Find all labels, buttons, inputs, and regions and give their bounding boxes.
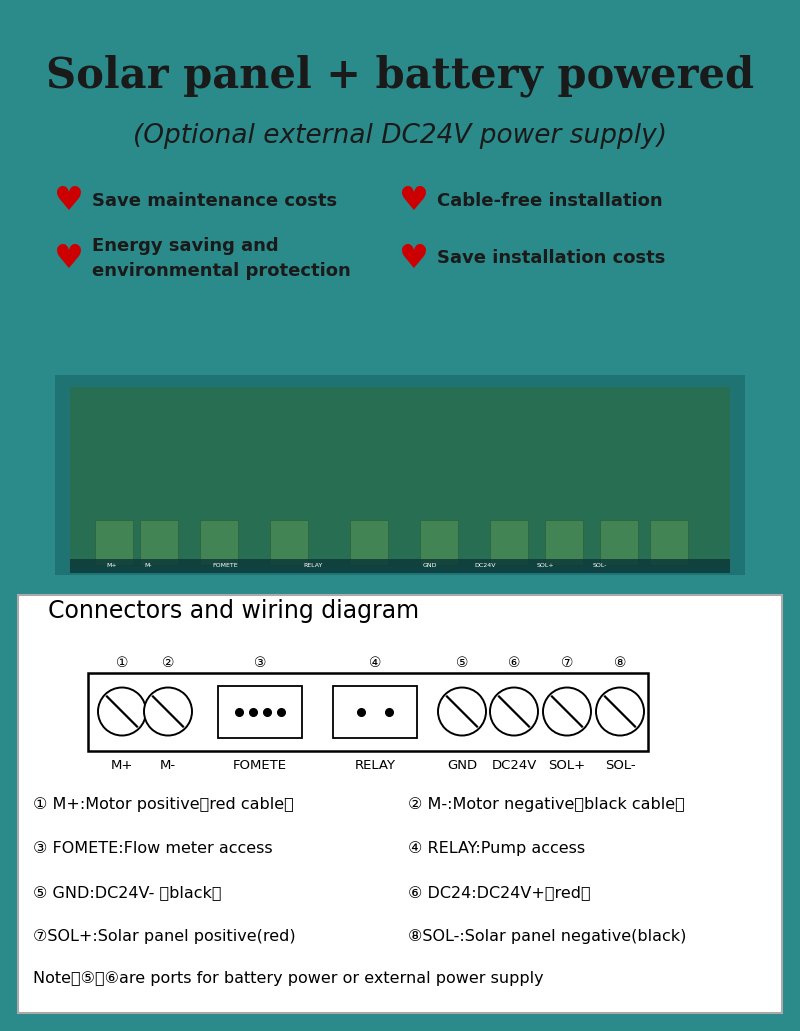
Text: Solar panel + battery powered: Solar panel + battery powered <box>46 55 754 97</box>
Bar <box>490 520 528 565</box>
Bar <box>650 520 688 565</box>
Text: Cable-free installation: Cable-free installation <box>437 192 662 210</box>
Circle shape <box>490 688 538 735</box>
Text: Save installation costs: Save installation costs <box>437 250 666 267</box>
Text: SOL-: SOL- <box>605 759 635 772</box>
Bar <box>545 520 583 565</box>
Circle shape <box>144 688 192 735</box>
Text: ⑦SOL+:Solar panel positive(red): ⑦SOL+:Solar panel positive(red) <box>33 929 296 944</box>
Text: DC24V: DC24V <box>474 563 496 568</box>
Bar <box>350 520 388 565</box>
Text: M-: M- <box>160 759 176 772</box>
Text: M+: M+ <box>111 759 133 772</box>
Text: FOMETE: FOMETE <box>233 759 287 772</box>
Text: ♥: ♥ <box>398 185 428 218</box>
Text: Connectors and wiring diagram: Connectors and wiring diagram <box>48 599 419 623</box>
Circle shape <box>596 688 644 735</box>
Text: GND: GND <box>422 563 438 568</box>
Text: M-: M- <box>144 563 152 568</box>
Text: Save maintenance costs: Save maintenance costs <box>92 192 337 210</box>
Bar <box>140 520 178 565</box>
Circle shape <box>438 688 486 735</box>
Bar <box>95 520 133 565</box>
Text: ⑧: ⑧ <box>614 656 626 669</box>
Text: ③: ③ <box>254 656 266 669</box>
Text: ④: ④ <box>369 656 382 669</box>
Bar <box>420 520 458 565</box>
Text: ⑦: ⑦ <box>561 656 574 669</box>
Text: ♥: ♥ <box>53 241 83 274</box>
Text: SOL-: SOL- <box>593 563 607 568</box>
Text: DC24V: DC24V <box>491 759 537 772</box>
Text: M+: M+ <box>106 563 118 568</box>
Text: ⑤ GND:DC24V- （black）: ⑤ GND:DC24V- （black） <box>33 885 222 900</box>
Circle shape <box>98 688 146 735</box>
Text: RELAY: RELAY <box>354 759 395 772</box>
Text: SOL+: SOL+ <box>549 759 586 772</box>
Text: ③ FOMETE:Flow meter access: ③ FOMETE:Flow meter access <box>33 841 273 856</box>
Text: SOL+: SOL+ <box>536 563 554 568</box>
Text: (Optional external DC24V power supply): (Optional external DC24V power supply) <box>133 123 667 149</box>
Text: GND: GND <box>447 759 477 772</box>
Text: ④ RELAY:Pump access: ④ RELAY:Pump access <box>408 841 585 856</box>
Text: FOMETE: FOMETE <box>212 563 238 568</box>
Bar <box>200 520 238 565</box>
Bar <box>600 520 638 565</box>
Text: ② M-:Motor negative（black cable）: ② M-:Motor negative（black cable） <box>408 797 685 812</box>
Bar <box>18 595 782 1013</box>
Text: ②: ② <box>162 656 174 669</box>
Bar <box>218 686 302 737</box>
Bar <box>70 387 730 566</box>
Text: ♥: ♥ <box>398 241 428 274</box>
Bar <box>55 374 745 574</box>
Text: RELAY: RELAY <box>303 563 322 568</box>
Text: ⑧SOL-:Solar panel negative(black): ⑧SOL-:Solar panel negative(black) <box>408 929 686 944</box>
Text: Note：⑤、⑥are ports for battery power or external power supply: Note：⑤、⑥are ports for battery power or e… <box>33 971 544 986</box>
Text: ① M+:Motor positive（red cable）: ① M+:Motor positive（red cable） <box>33 797 294 812</box>
Text: ①: ① <box>116 656 128 669</box>
Text: Energy saving and: Energy saving and <box>92 237 278 255</box>
Text: ♥: ♥ <box>53 185 83 218</box>
Text: ⑥: ⑥ <box>508 656 520 669</box>
Text: ⑤: ⑤ <box>456 656 468 669</box>
Bar <box>70 559 730 572</box>
Text: environmental protection: environmental protection <box>92 262 350 280</box>
Bar <box>333 686 417 737</box>
Bar <box>88 672 648 751</box>
Circle shape <box>543 688 591 735</box>
Text: ⑥ DC24:DC24V+（red）: ⑥ DC24:DC24V+（red） <box>408 885 590 900</box>
Bar <box>270 520 308 565</box>
